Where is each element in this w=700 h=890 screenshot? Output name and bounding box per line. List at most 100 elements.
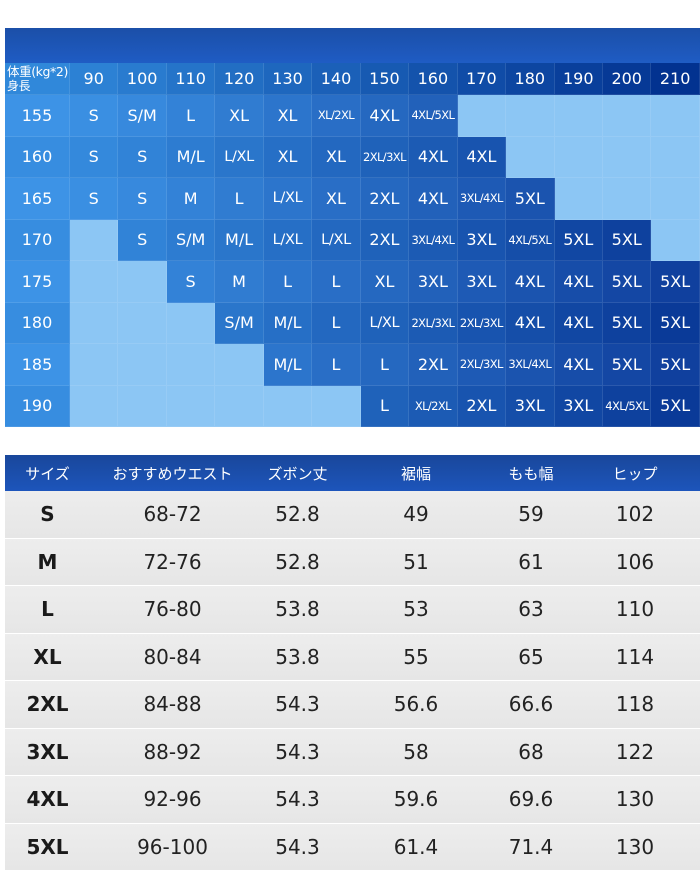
table-column-header: もも幅	[508, 464, 554, 483]
weight-header: 170	[457, 63, 507, 95]
measurement-cell: 54.3	[275, 739, 320, 764]
size-cell: M/L	[166, 136, 216, 178]
size-cell: 4XL	[360, 95, 410, 137]
size-cell: M/L	[263, 344, 313, 386]
size-cell: L	[312, 302, 361, 344]
weight-header: 200	[602, 63, 652, 95]
size-name-cell: XL	[33, 644, 62, 669]
measurement-cell: 53	[403, 597, 429, 622]
size-cell: 4XL	[457, 136, 507, 178]
empty-size-cell	[70, 261, 119, 303]
size-cell: L	[215, 178, 264, 220]
height-label: 180	[5, 302, 70, 344]
table-column-header: 裾幅	[400, 464, 431, 483]
empty-size-cell	[118, 344, 167, 386]
size-cell: 4XL/5XL	[409, 95, 458, 137]
measurement-cell: 54.3	[275, 834, 320, 859]
empty-size-cell	[602, 136, 652, 178]
measurement-cell: 65	[518, 644, 544, 669]
weight-header: 120	[215, 63, 264, 95]
size-cell: L/XL	[215, 136, 264, 178]
measurement-cell: 106	[615, 549, 655, 574]
size-cell: M	[215, 261, 264, 303]
size-cell: 2XL/3XL	[360, 136, 410, 178]
measurement-cell: 88-92	[143, 739, 202, 764]
measurement-cell: 54.3	[275, 692, 320, 717]
weight-header: 110	[166, 63, 216, 95]
size-cell: 3XL	[506, 385, 555, 427]
measurement-cell: 49	[403, 502, 429, 527]
measurement-table-header: サイズ おすすめウエスト ズボン丈 裾幅 もも幅 ヒップ	[5, 455, 700, 491]
table-row: L 76-80 53.8 53 63 110	[5, 586, 700, 634]
size-cell: 3XL	[409, 261, 458, 303]
table-row: 5XL 96-100 54.3 61.4 71.4 130	[5, 823, 700, 871]
size-cell: L	[312, 344, 361, 386]
empty-size-cell	[651, 95, 700, 137]
size-cell: 3XL/4XL	[457, 178, 507, 220]
measurement-cell: 55	[403, 644, 429, 669]
size-name-cell: 2XL	[26, 692, 69, 717]
size-cell: 2XL	[457, 385, 507, 427]
size-cell: 4XL	[554, 302, 603, 344]
table-column-header: サイズ	[25, 464, 70, 483]
size-cell: L/XL	[312, 219, 361, 261]
table-row: 2XL 84-88 54.3 56.6 66.6 118	[5, 681, 700, 729]
size-cell: 5XL	[651, 302, 700, 344]
size-cell: XL	[263, 95, 313, 137]
size-cell: 5XL	[602, 219, 652, 261]
size-cell: XL	[263, 136, 313, 178]
size-chart-grid: 体重(kg*2) 身長 90 100 110 120 130 140 150 160 170 18…	[5, 63, 700, 427]
size-cell: 2XL	[360, 178, 410, 220]
measurement-cell: 53.8	[275, 644, 320, 669]
table-column-header: おすすめウエスト	[112, 464, 233, 483]
size-cell: S	[118, 219, 167, 261]
size-cell: S	[166, 261, 216, 303]
size-cell: M/L	[263, 302, 313, 344]
size-cell: 4XL	[506, 302, 555, 344]
height-label: 155	[5, 95, 70, 137]
measurement-cell: 52.8	[275, 549, 320, 574]
size-cell: 2XL	[360, 219, 410, 261]
measurement-cell: 53.8	[275, 597, 320, 622]
size-cell: 3XL/4XL	[409, 219, 458, 261]
size-cell: 3XL	[457, 261, 507, 303]
size-cell: XL	[360, 261, 410, 303]
size-cell: S/M	[118, 95, 167, 137]
size-name-cell: 5XL	[26, 834, 69, 859]
measurement-cell: 92-96	[143, 787, 202, 812]
measurement-cell: 110	[615, 597, 655, 622]
empty-size-cell	[215, 344, 264, 386]
size-cell: 5XL	[651, 385, 700, 427]
measurement-cell: 114	[615, 644, 655, 669]
weight-header: 90	[70, 63, 119, 95]
table-row: XL 80-84 53.8 55 65 114	[5, 633, 700, 681]
empty-size-cell	[70, 385, 119, 427]
size-cell: L	[166, 95, 216, 137]
measurement-cell: 56.6	[393, 692, 439, 717]
measurement-cell: 84-88	[143, 692, 202, 717]
size-cell: S/M	[215, 302, 264, 344]
size-cell: 3XL	[457, 219, 507, 261]
size-cell: XL	[312, 178, 361, 220]
measurement-cell: 96-100	[137, 834, 208, 859]
empty-size-cell	[70, 344, 119, 386]
size-cell: S/M	[166, 219, 216, 261]
measurement-cell: 52.8	[275, 502, 320, 527]
size-cell: 3XL	[554, 385, 603, 427]
size-cell: S	[118, 178, 167, 220]
measurement-cell: 68	[518, 739, 544, 764]
empty-size-cell	[554, 136, 603, 178]
empty-size-cell	[554, 95, 603, 137]
measurement-cell: 61	[518, 549, 544, 574]
size-cell: XL/2XL	[409, 385, 458, 427]
table-row: 4XL 92-96 54.3 59.6 69.6 130	[5, 776, 700, 824]
size-cell: 5XL	[554, 219, 603, 261]
empty-size-cell	[118, 261, 167, 303]
empty-size-cell	[263, 385, 313, 427]
empty-size-cell	[118, 385, 167, 427]
size-cell: L/XL	[263, 178, 313, 220]
measurement-cell: 72-76	[143, 549, 202, 574]
measurement-cell: 102	[615, 502, 655, 527]
measurement-cell: 61.4	[393, 834, 439, 859]
size-name-cell: S	[40, 502, 55, 527]
